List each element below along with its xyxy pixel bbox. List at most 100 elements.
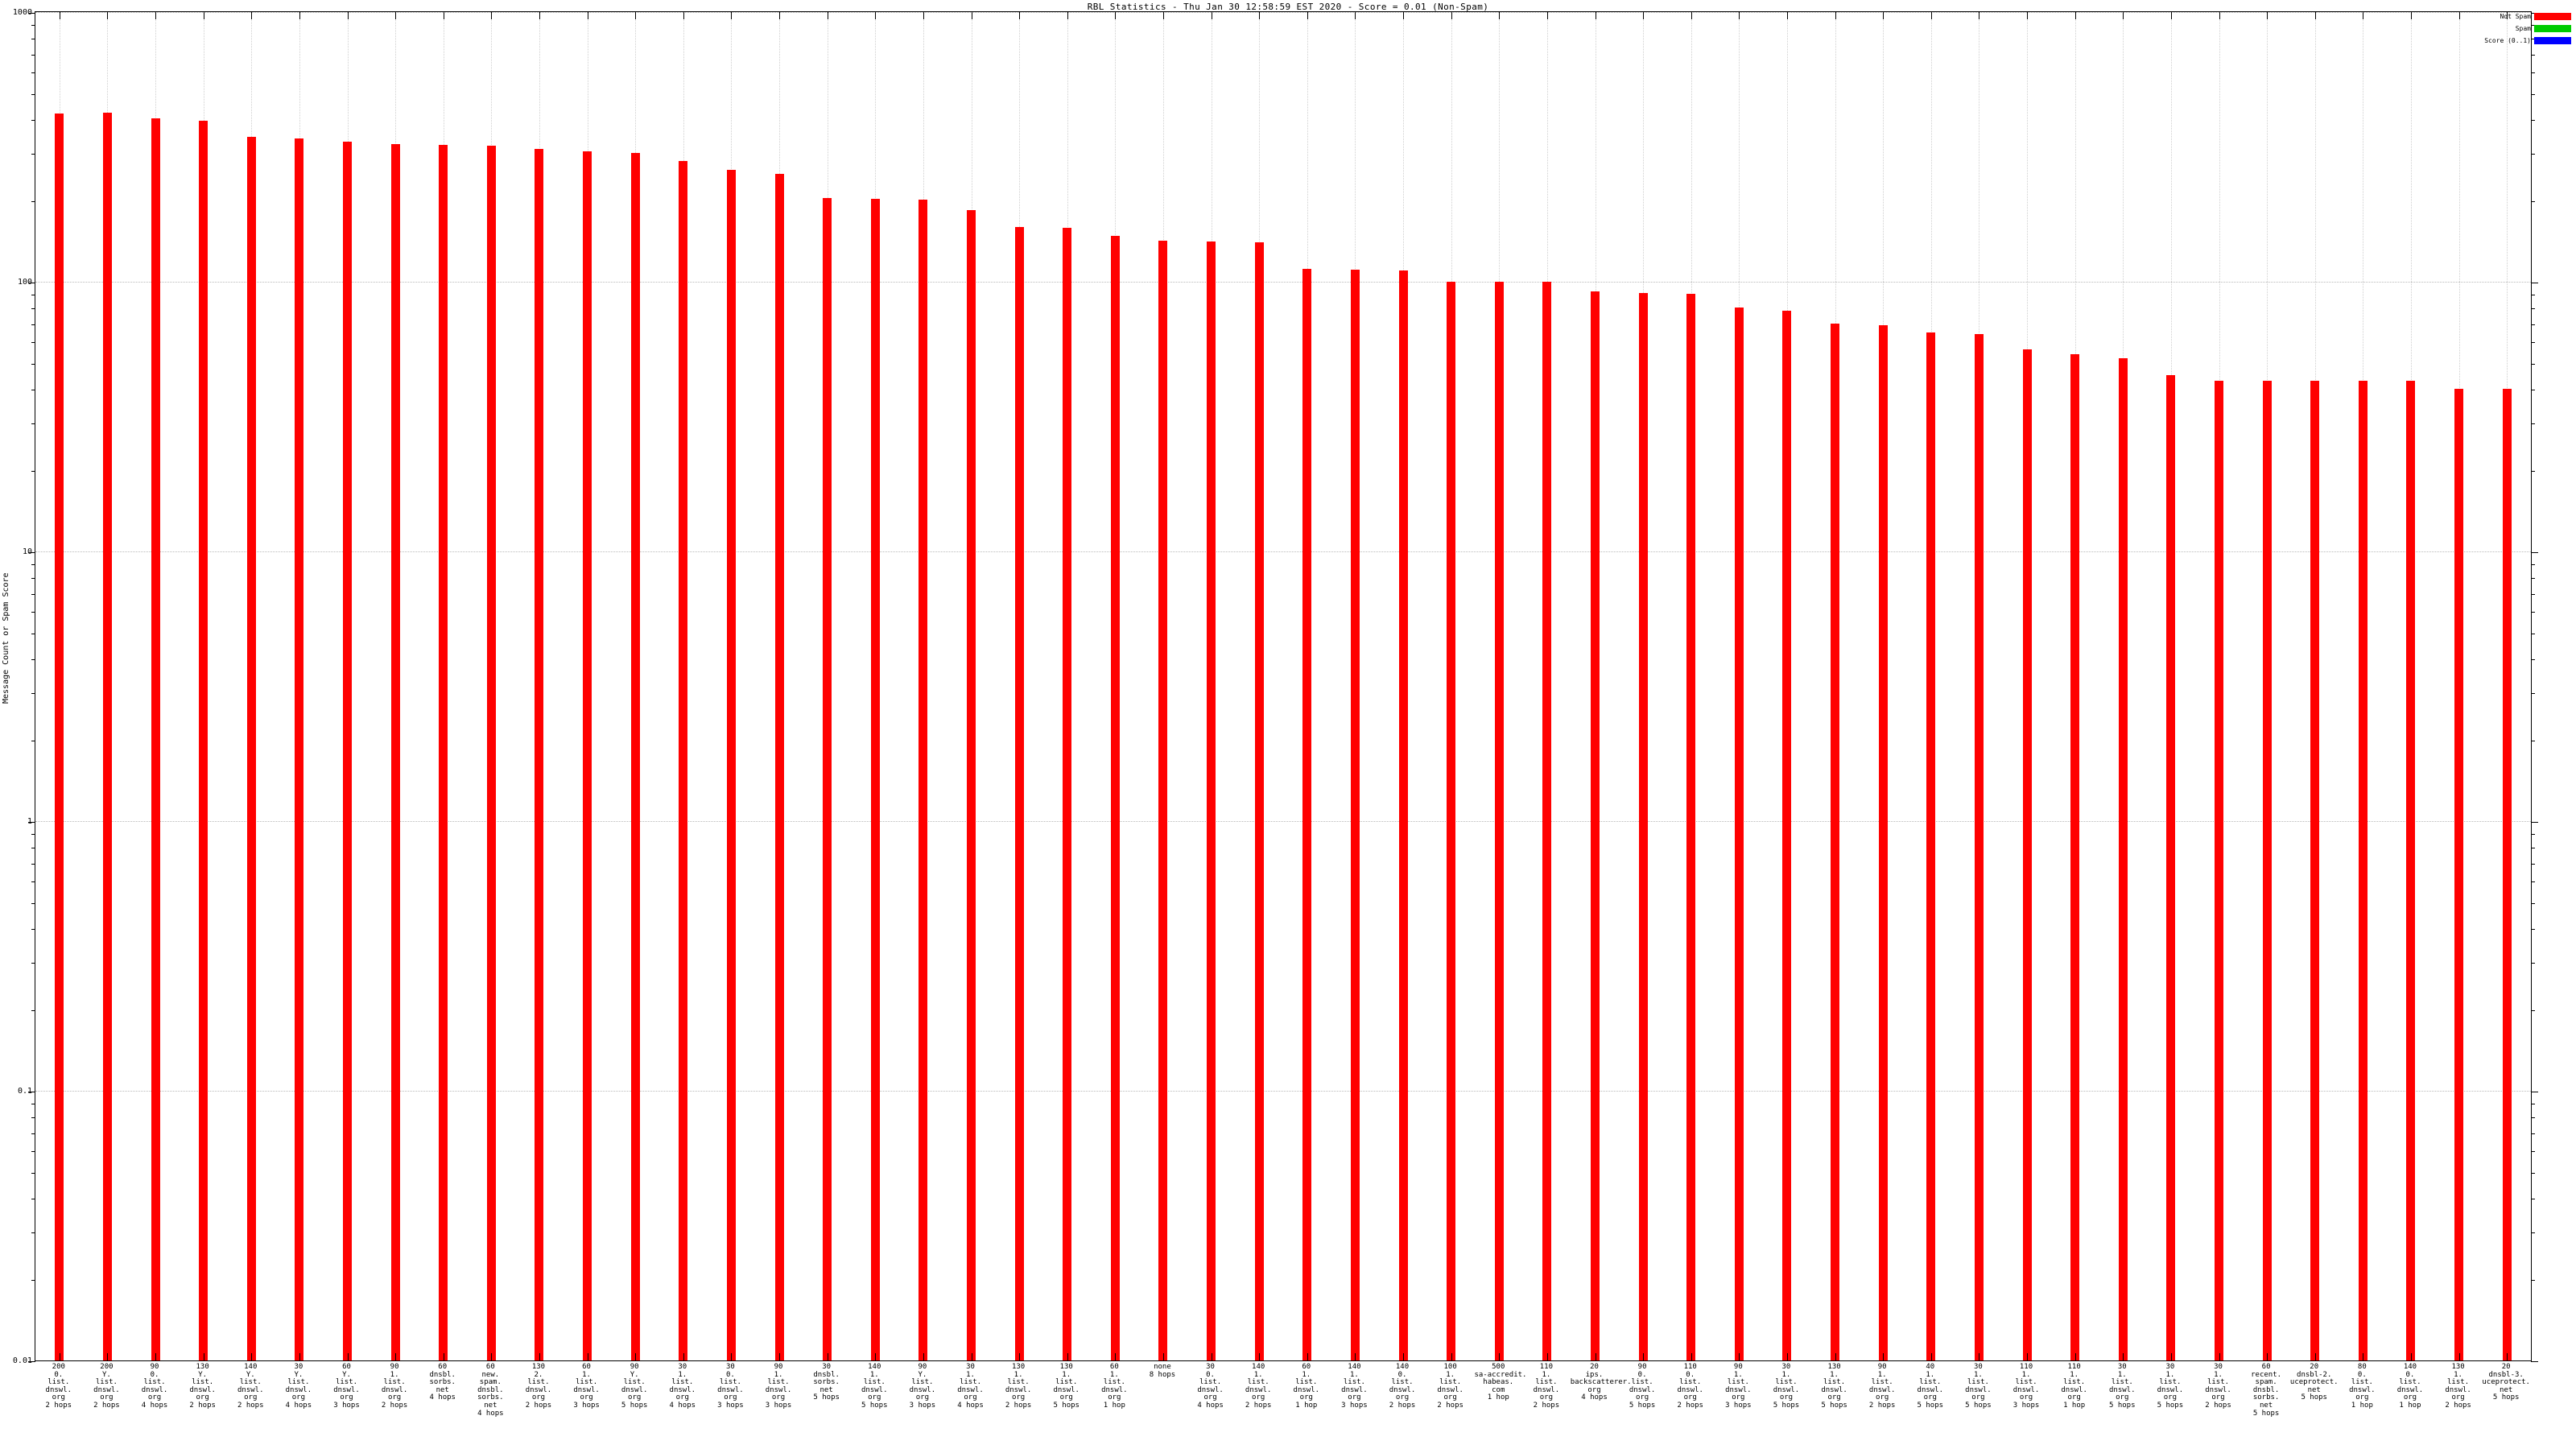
bar[interactable] (1878, 325, 1888, 1360)
bar[interactable] (2310, 380, 2320, 1360)
x-axis-tick (1355, 1353, 1356, 1360)
bar[interactable] (2118, 358, 2128, 1360)
bar[interactable] (2406, 380, 2416, 1360)
bar[interactable] (535, 149, 544, 1360)
x-axis-tick-label: 60 1. list. dnswl. org 1 hop (1282, 1363, 1331, 1410)
bar[interactable] (1542, 282, 1552, 1360)
bar[interactable] (151, 118, 160, 1360)
bar[interactable] (1110, 235, 1120, 1360)
x-axis-tick-label-line: org (2451, 1393, 2465, 1402)
legend: Not Spam Spam Score (0..1) (2476, 11, 2571, 47)
bar[interactable] (246, 136, 256, 1360)
bar[interactable] (199, 121, 208, 1360)
x-axis-tick-label-line: spam. (2255, 1378, 2277, 1387)
x-axis-tick-label-line: 5 hops (813, 1393, 840, 1402)
bar[interactable] (2358, 380, 2368, 1360)
x-axis-tick-label-line: 3 hops (909, 1401, 936, 1410)
y-axis-minor-tick (31, 423, 35, 425)
bar[interactable] (1831, 323, 1840, 1360)
bar[interactable] (2262, 380, 2272, 1360)
x-axis-tick-label: 60 recent. spam. dnsbl. sorbs. net 5 hops (2242, 1363, 2290, 1418)
x-axis-tick-label-line: dnswl. (189, 1385, 216, 1394)
x-axis-tick-label: 90 1. list. dnswl. org 2 hops (1858, 1363, 1906, 1410)
y-axis-minor-tick (2531, 324, 2535, 325)
bar[interactable] (1302, 268, 1312, 1360)
bar[interactable] (390, 143, 400, 1360)
x-axis-tick-label-line: dnswl. (1005, 1385, 1032, 1394)
bar[interactable] (55, 114, 64, 1360)
x-axis-tick-label-line: net (484, 1401, 497, 1410)
bar[interactable] (1207, 242, 1216, 1360)
bar[interactable] (823, 197, 832, 1360)
y-axis-minor-tick (2531, 612, 2535, 613)
bar[interactable] (439, 144, 448, 1360)
x-axis-tick-label-line: org (675, 1393, 689, 1402)
x-axis-tick-label-line: 1. (1877, 1370, 1887, 1379)
bar[interactable] (774, 173, 784, 1360)
bar[interactable] (679, 161, 688, 1360)
x-axis-tick-label-line: 1. (1302, 1370, 1311, 1379)
bar[interactable] (919, 199, 928, 1360)
x-axis-tick (1067, 12, 1068, 19)
x-axis-tick-label: 130 1. list. dnswl. org 5 hops (1042, 1363, 1091, 1410)
bar[interactable] (1254, 242, 1264, 1360)
bar[interactable] (486, 145, 496, 1360)
x-axis-tick-label-line: ips. (1585, 1370, 1604, 1379)
x-axis-tick-label: 30 0. list. dnswl. org 3 hops (707, 1363, 755, 1410)
bar[interactable] (1974, 333, 1984, 1360)
bar[interactable] (583, 151, 592, 1360)
bar[interactable] (1350, 269, 1360, 1360)
bar[interactable] (1734, 308, 1744, 1360)
bar[interactable] (2454, 389, 2464, 1360)
x-axis-tick-label-line: Y. (246, 1370, 255, 1379)
legend-item-spam: Spam (2476, 23, 2571, 34)
x-axis-tick-label-line: 3 hops (765, 1401, 792, 1410)
x-axis-tick-label: 60 dnsbl. sorbs. net 4 hops (419, 1363, 467, 1402)
x-axis-tick-label-line: sorbs. (477, 1393, 504, 1402)
bar[interactable] (2070, 353, 2080, 1360)
bar[interactable] (1782, 311, 1792, 1360)
x-axis-tick (2123, 12, 2124, 19)
x-axis-tick-label: 140 0. list. dnswl. org 2 hops (1378, 1363, 1426, 1410)
legend-item-not-spam: Not Spam (2476, 11, 2571, 22)
bar[interactable] (1591, 291, 1600, 1360)
bar[interactable] (1014, 226, 1024, 1360)
bar[interactable] (2215, 380, 2223, 1360)
x-axis-tick (1162, 1353, 1164, 1360)
bar[interactable] (1926, 332, 1936, 1360)
bar[interactable] (1398, 270, 1408, 1360)
bar[interactable] (1686, 294, 1696, 1360)
x-axis-tick-label-line: 2 hops (189, 1401, 216, 1410)
bar[interactable] (2166, 375, 2176, 1360)
x-axis-tick-label: 110 1. list. dnswl. org 3 hops (2002, 1363, 2050, 1410)
bar[interactable] (1158, 240, 1168, 1360)
bar[interactable] (1638, 292, 1648, 1360)
x-axis-tick (1355, 12, 1356, 19)
x-axis-tick-label: 500 sa-accredit. habeas. com 1 hop (1474, 1363, 1526, 1402)
x-axis-tick-label-line: dnswl. (93, 1385, 120, 1394)
bar[interactable] (967, 209, 976, 1360)
bar[interactable] (2022, 349, 2032, 1360)
x-axis-tick (2410, 1353, 2412, 1360)
bar[interactable] (102, 112, 112, 1360)
bar[interactable] (630, 153, 640, 1360)
x-axis-tick-label-line: 2. (534, 1370, 543, 1379)
bar[interactable] (295, 138, 304, 1360)
x-axis-tick (1499, 12, 1501, 19)
bar[interactable] (870, 199, 880, 1360)
x-axis-tick-label-line: 60 (1302, 1363, 1311, 1371)
x-axis-tick-label-line: 60 (485, 1363, 495, 1371)
bar[interactable] (343, 142, 352, 1360)
x-axis-tick (1930, 1353, 1932, 1360)
x-axis-tick-label-line: 3 hops (2013, 1401, 2040, 1410)
bar[interactable] (1447, 282, 1456, 1360)
x-axis-tick-label: 60 1. list. dnswl. org 3 hops (563, 1363, 611, 1410)
x-axis-tick-label-line: 2 hops (1677, 1401, 1703, 1410)
x-axis-tick (2314, 12, 2316, 19)
x-axis-tick-label-line: 1. (1013, 1370, 1023, 1379)
bar[interactable] (1063, 228, 1072, 1360)
y-axis-minor-tick (31, 342, 35, 344)
bar[interactable] (726, 169, 736, 1360)
bar[interactable] (2502, 389, 2512, 1360)
bar[interactable] (1494, 282, 1504, 1360)
